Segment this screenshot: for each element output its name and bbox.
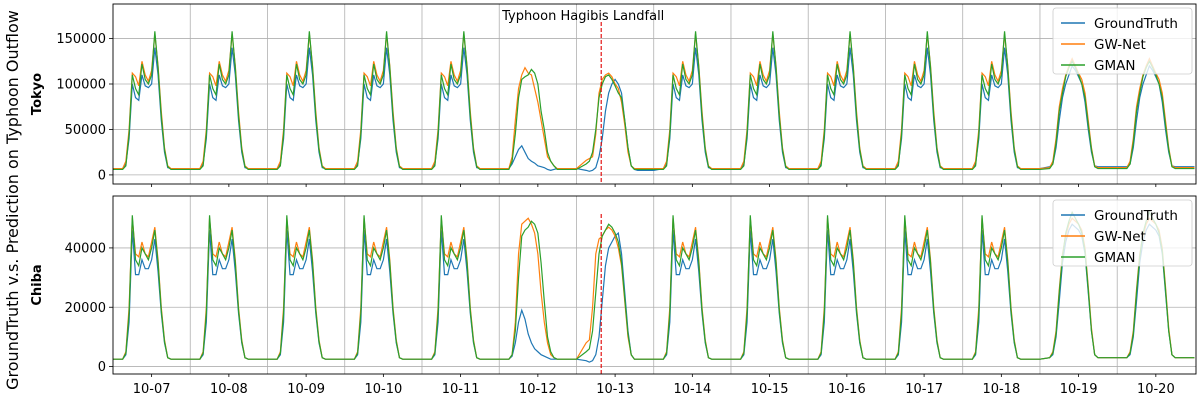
legend: GroundTruth GW-Net GMAN bbox=[1052, 7, 1193, 75]
x-tick-label: 10-11 bbox=[442, 382, 480, 397]
y-tick-label: 40000 bbox=[65, 241, 106, 256]
x-tick-label: 10-07 bbox=[133, 382, 171, 397]
y-tick-label: 0 bbox=[98, 168, 106, 183]
x-tick-label: 10-20 bbox=[1137, 382, 1175, 397]
y-tick-label: 100000 bbox=[56, 78, 106, 93]
chiba-panel: 0 20000 40000 10-07 10-08 10-09 10-10 10-11 10-1… bbox=[30, 195, 1197, 397]
y-tick-label: 150000 bbox=[56, 32, 106, 47]
y-tick-label: 20000 bbox=[65, 301, 106, 316]
x-tick-label: 10-09 bbox=[287, 382, 325, 397]
tokyo-panel: 0 50000 100000 150000 Tokyo GroundTruth GW-Net… bbox=[30, 3, 1197, 187]
x-tick-label: 10-13 bbox=[596, 382, 634, 397]
series-line-gman bbox=[113, 210, 1195, 360]
panel-y-label: Chiba bbox=[30, 264, 45, 305]
x-tick-label: 10-10 bbox=[364, 382, 402, 397]
x-tick-label: 10-15 bbox=[751, 382, 789, 397]
x-tick-label: 10-14 bbox=[673, 382, 711, 397]
legend-box bbox=[1052, 7, 1193, 75]
legend: GroundTruth GW-Net GMAN bbox=[1052, 199, 1193, 267]
legend-box bbox=[1052, 199, 1193, 267]
x-tick-label: 10-19 bbox=[1060, 382, 1098, 397]
panel-y-label: Tokyo bbox=[30, 73, 45, 115]
legend-label: GW-Net bbox=[1094, 229, 1146, 245]
legend-label: GW-Net bbox=[1094, 37, 1146, 53]
x-tick-label: 10-18 bbox=[982, 382, 1020, 397]
x-tick-label: 10-17 bbox=[905, 382, 943, 397]
x-tick-label: 10-12 bbox=[519, 382, 557, 397]
typhoon-landfall-annotation: Typhoon Hagibis Landfall bbox=[501, 9, 664, 24]
y-tick-label: 0 bbox=[98, 360, 106, 375]
legend-label: GroundTruth bbox=[1094, 16, 1178, 32]
plot-frame bbox=[112, 3, 1197, 185]
x-tick-label: 10-08 bbox=[210, 382, 248, 397]
legend-label: GroundTruth bbox=[1094, 208, 1178, 224]
legend-label: GMAN bbox=[1094, 250, 1135, 266]
x-tick-label: 10-16 bbox=[828, 382, 866, 397]
legend-label: GMAN bbox=[1094, 58, 1135, 74]
y-tick-label: 50000 bbox=[65, 123, 106, 138]
series-line-gman bbox=[113, 31, 1195, 171]
shared-y-axis-label: GroundTruth v.s. Prediction on Typhoon O… bbox=[3, 10, 22, 390]
plot-frame bbox=[112, 195, 1197, 375]
